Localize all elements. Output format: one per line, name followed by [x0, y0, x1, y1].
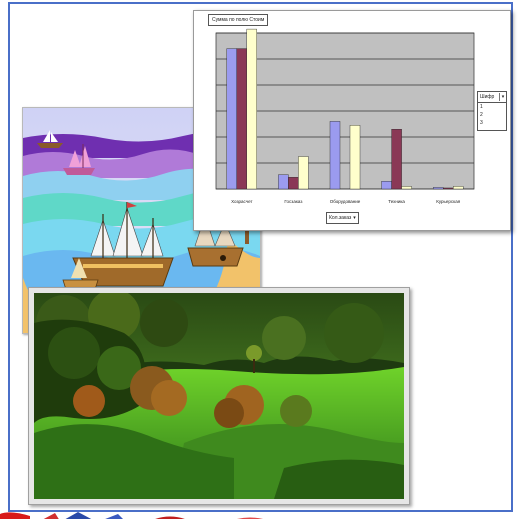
- category-label: Оборудование: [330, 199, 361, 204]
- bar-Курьерская-series-3: [453, 186, 464, 190]
- bar-Хозрасчет-series-3: [246, 28, 257, 190]
- legend-title: Шифр: [480, 94, 495, 100]
- bar-Техника-series-1: [381, 180, 392, 190]
- bar-Госзаказ-series-1: [278, 174, 289, 190]
- bar-Хозрасчет-series-1: [226, 48, 237, 190]
- bar-Оборудование-series-3: [349, 125, 361, 190]
- category-label: Курьерская: [436, 199, 460, 204]
- bar-Госзаказ-series-3: [298, 156, 309, 190]
- category-label: Госзаказ: [284, 199, 302, 204]
- bar-Техника-series-2: [391, 128, 402, 190]
- bar-Курьерская-series-1: [432, 187, 444, 190]
- category-labels: Хозрасчет Госзаказ Оборудование Техника Курь…: [231, 199, 461, 204]
- category-label: Хозрасчет: [231, 199, 252, 204]
- legend[interactable]: Шифр ▾ 1 2 3: [477, 91, 507, 131]
- bar-Оборудование-series-1: [329, 121, 341, 190]
- legend-item-2: 2: [480, 112, 483, 118]
- legend-item-1: 1: [480, 104, 483, 110]
- legend-header: Шифр ▾: [478, 92, 506, 103]
- bar-Техника-series-3: [401, 186, 412, 190]
- chart-title[interactable]: Суммa по полю Стоим: [208, 14, 269, 26]
- bar-Хозрасчет-series-2: [236, 48, 247, 190]
- x-axis-field-button[interactable]: Кол.заказ ▾: [326, 212, 359, 224]
- chevron-down-icon[interactable]: ▾: [499, 93, 506, 101]
- landscape-photo: [28, 287, 410, 505]
- chart-window[interactable]: Суммa по полю Стоим Хозрасчет Госзаказ Обо…: [193, 10, 511, 231]
- bar-chart: Хозрасчет Госзаказ Оборудование Техника Курь…: [215, 28, 475, 204]
- chevron-down-icon: ▾: [353, 215, 356, 221]
- bar-Курьерская-series-2: [442, 187, 454, 190]
- bars: [226, 28, 464, 190]
- bar-Госзаказ-series-2: [288, 177, 299, 190]
- legend-item-3: 3: [480, 120, 483, 126]
- bottom-decoration: [0, 508, 518, 519]
- category-label: Техника: [388, 199, 405, 204]
- gridlines: [216, 32, 474, 190]
